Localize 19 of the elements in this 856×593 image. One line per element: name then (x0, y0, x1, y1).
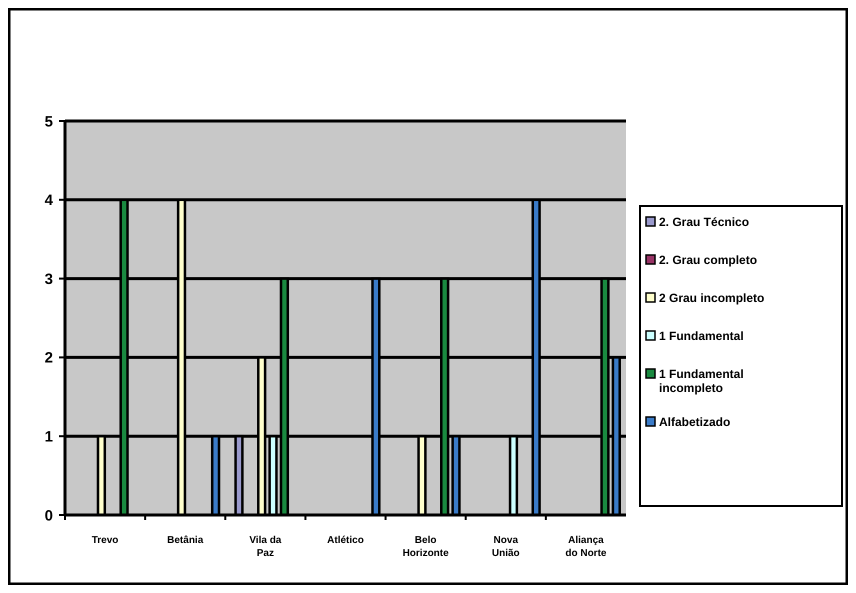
legend-label: 2 Grau incompleto (659, 291, 764, 305)
x-tick-label: Vila da Paz (249, 535, 282, 559)
y-tick-label: 3 (44, 270, 53, 288)
x-tick-label: Betânia (167, 535, 204, 546)
x-tick-label: Atlético (327, 535, 364, 546)
legend-label: Alfabetizado (659, 415, 730, 429)
y-tick-label: 0 (44, 507, 53, 524)
x-tick-label: Trevo (92, 535, 118, 546)
x-tick-label: Belo Horizonte (402, 535, 450, 559)
legend-label: 2. Grau completo (659, 253, 758, 267)
y-tick-label: 4 (44, 192, 54, 210)
legend-label: 2. Grau Técnico (659, 215, 750, 229)
legend-label: 1 Fundamental incompleto (659, 367, 744, 395)
y-tick-label: 2 (44, 350, 53, 367)
y-tick-label: 1 (44, 428, 53, 446)
x-tick-label: Aliança do Norte (565, 535, 607, 559)
x-tick-label: Nova União (492, 535, 520, 559)
y-tick-label: 5 (44, 113, 53, 130)
legend-label: 1 Fundamental (659, 329, 744, 343)
